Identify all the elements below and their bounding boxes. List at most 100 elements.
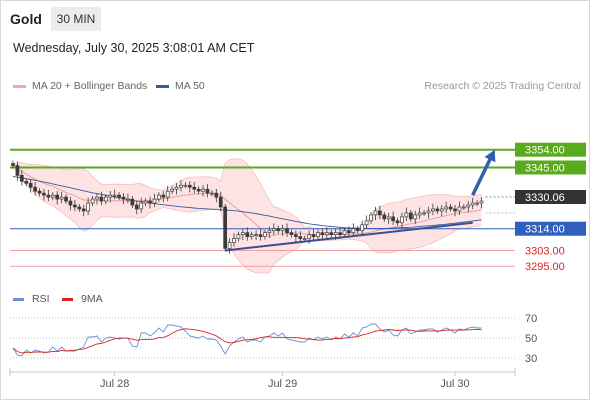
forecast-arrow-shaft (471, 154, 494, 196)
candle-body (470, 202, 475, 206)
last-price-label: 3330.06 (525, 192, 565, 204)
candle-body (152, 198, 157, 204)
candle-body (68, 200, 73, 206)
candle-body (417, 212, 422, 216)
x-axis-label: Jul 30 (440, 378, 469, 390)
candle-body (395, 220, 400, 224)
candle-body (157, 194, 161, 200)
rsi-tick-label: 70 (525, 313, 537, 325)
candle-body (223, 206, 228, 249)
candle-body (174, 186, 179, 190)
candle-body (134, 204, 139, 210)
ma9-swatch (62, 297, 73, 301)
candle-body (289, 232, 294, 235)
resistance-label: 3354.00 (525, 145, 565, 157)
candle-body (448, 206, 453, 210)
resistance-label-box (515, 142, 586, 157)
candle-body (475, 202, 479, 205)
candle-body (192, 186, 197, 190)
candle-body (364, 220, 369, 226)
instrument-title: Gold (10, 11, 42, 27)
candle-body (245, 232, 250, 237)
legend-9ma: 9MA (62, 293, 103, 305)
candle-body (148, 200, 152, 204)
candle-body (103, 196, 108, 202)
candle-body (81, 208, 86, 212)
candle-body (130, 198, 135, 206)
timeframe-button[interactable]: 30 MIN (51, 7, 101, 31)
candle-body (232, 238, 236, 243)
candle-body (439, 208, 444, 212)
research-credit: Research © 2025 Trading Central (424, 80, 581, 92)
support-label: 3303.00 (525, 245, 565, 257)
candle-body (165, 190, 170, 198)
candle-body (55, 194, 60, 200)
candle-body (108, 194, 113, 198)
candle-body (298, 236, 303, 239)
datetime-label: Wednesday, July 30, 2025 3:08:01 AM CET (13, 41, 255, 55)
candle-body (214, 192, 219, 198)
candle-body (373, 210, 378, 216)
candle-body (249, 234, 254, 237)
candle-body (311, 234, 316, 237)
candle-body (453, 208, 457, 212)
candle-body (378, 210, 382, 216)
candle-body (333, 232, 338, 235)
candle-body (355, 228, 360, 232)
candle-body (316, 232, 320, 237)
x-axis-label: Jul 28 (100, 378, 129, 390)
candle-body (307, 234, 311, 239)
candle-body (444, 206, 449, 210)
ma50-line (12, 175, 482, 229)
candle-body (77, 206, 82, 210)
candle-body (42, 192, 46, 196)
candle-body (240, 232, 245, 235)
candle-body (408, 212, 413, 220)
candle-body (329, 232, 334, 235)
candle-body (400, 216, 404, 224)
candle-body (126, 198, 130, 201)
candle-body (117, 194, 121, 198)
candle-body (218, 196, 223, 208)
x-axis-label: Jul 29 (268, 378, 297, 390)
ascending-trendline (225, 221, 473, 252)
rsi-tick-label: 30 (525, 353, 537, 365)
candle-body (183, 184, 188, 187)
rsi-line (12, 323, 482, 357)
candle-body (466, 204, 471, 208)
candle-body (28, 182, 33, 188)
candle-body (382, 214, 387, 220)
candle-body (210, 192, 214, 195)
rsi-ma9-line (12, 328, 482, 354)
candle-body (37, 190, 42, 194)
rsi-swatch (13, 297, 24, 301)
candles (11, 160, 484, 254)
pivot-label-box (515, 221, 586, 236)
candle-body (351, 228, 356, 234)
ma50-swatch (156, 84, 169, 88)
bollinger-band-fill (13, 158, 482, 274)
candle-body (112, 194, 117, 197)
candle-body (391, 216, 395, 222)
candle-body (24, 180, 29, 184)
bollinger-upper-line (12, 158, 482, 230)
candle-body (413, 214, 418, 220)
candle-body (205, 188, 210, 194)
candle-body (338, 232, 342, 235)
candle-body (285, 228, 289, 234)
candle-body (254, 234, 258, 236)
resistance-label: 3345.00 (525, 162, 565, 174)
candle-body (276, 228, 281, 232)
bollinger-swatch (13, 84, 26, 88)
candle-body (46, 194, 51, 198)
candle-body (457, 206, 462, 212)
candle-body (342, 230, 347, 235)
legend-rsi-label: RSI (32, 293, 50, 305)
candle-body (479, 200, 484, 204)
candle-body (179, 184, 183, 188)
candle-body (320, 232, 325, 235)
candle-body (86, 202, 90, 212)
candle-body (280, 228, 285, 232)
candle-body (161, 194, 166, 198)
